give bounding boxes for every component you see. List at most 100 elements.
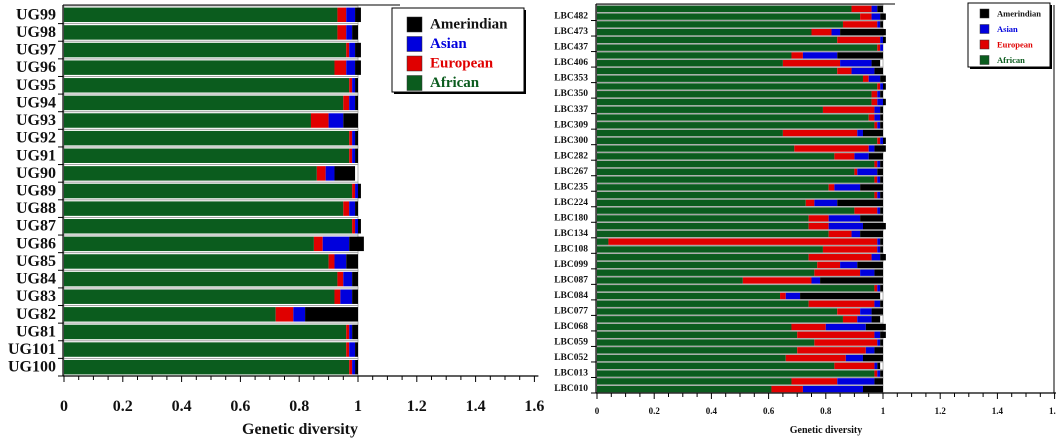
bar-segment-asian — [874, 331, 881, 338]
bar-segment-amerindian — [346, 254, 358, 269]
bar-segment-amerindian — [837, 52, 883, 59]
bar-segment-asian — [349, 342, 356, 357]
bar-segment-african — [597, 114, 869, 121]
bar-segment-european — [334, 289, 341, 304]
bar-segment-african — [64, 201, 344, 216]
bar-segment-amerindian — [877, 362, 881, 370]
bar-segment-asian — [802, 52, 838, 59]
bar-segment-european — [797, 347, 866, 354]
bar-segment-amerindian — [358, 219, 361, 234]
category-label: LBC350 — [554, 89, 588, 99]
bar-segment-african — [597, 261, 818, 269]
bar-segment-amerindian — [874, 67, 883, 75]
x-tick-label: 1 — [354, 398, 362, 415]
bar-segment-asian — [293, 307, 306, 322]
bar-segment-european — [343, 95, 350, 111]
legend-swatch-european — [979, 39, 990, 50]
legend-swatch-african — [979, 55, 990, 65]
bar-segment-european — [608, 238, 878, 245]
bar-segment-amerindian — [800, 292, 881, 300]
category-label: LBC108 — [554, 244, 588, 254]
bar-segment-african — [597, 153, 835, 160]
x-tick-label: 1.4 — [992, 406, 1004, 416]
bar-segment-asian — [831, 28, 841, 36]
bar-segment-european — [782, 60, 841, 67]
bar-segment-asian — [825, 323, 866, 331]
bar-segment-african — [64, 166, 317, 181]
bar-segment-african — [64, 42, 347, 58]
x-tick-label: 0.6 — [230, 398, 250, 415]
bar-segment-european — [877, 137, 881, 144]
category-label: LBC406 — [554, 58, 588, 68]
bar-segment-african — [597, 191, 875, 199]
bar-segment-asian — [868, 145, 875, 152]
bar-segment-african — [597, 67, 838, 75]
legend-label-amerindian: Amerindian — [997, 9, 1041, 19]
bar-segment-european — [877, 83, 881, 90]
bar-segment-european — [834, 153, 855, 160]
bar-segment-european — [837, 67, 852, 75]
bar-segment-african — [597, 385, 772, 393]
category-label: LBC235 — [554, 182, 588, 192]
bar-segment-european — [837, 308, 861, 315]
x-tick-label: 0.4 — [706, 406, 718, 416]
bar-segment-asian — [785, 292, 801, 300]
bar-segment-european — [828, 230, 852, 238]
bar-segment-asian — [874, 300, 881, 307]
bar-segment-african — [597, 129, 783, 137]
bar-segment-european — [854, 168, 858, 176]
bar-segment-european — [854, 207, 878, 214]
category-label: UG90 — [16, 165, 56, 182]
bar-segment-amerindian — [355, 78, 358, 93]
bar-segment-amerindian — [880, 21, 883, 28]
x-axis-title: Genetic diversity — [790, 425, 862, 436]
category-label: UG97 — [16, 42, 56, 59]
bar-segment-asian — [355, 183, 358, 199]
bar-segment-african — [597, 36, 838, 44]
bar-segment-asian — [328, 113, 344, 128]
legend-swatch-european — [406, 55, 423, 72]
bar-segment-amerindian — [355, 130, 358, 146]
bar-segment-amerindian — [880, 160, 883, 168]
bar-segment-european — [822, 106, 875, 113]
bar-segment-european — [860, 13, 872, 20]
bar-segment-european — [346, 342, 350, 357]
x-tick-label: 1.4 — [466, 398, 486, 415]
bar-segment-african — [597, 238, 609, 245]
bar-segment-amerindian — [862, 354, 883, 362]
x-tick-label: 1.6 — [1049, 406, 1061, 416]
bar-segment-european — [842, 21, 878, 28]
bar-segment-european — [874, 285, 878, 292]
bar-segment-asian — [865, 347, 875, 354]
bar-segment-european — [834, 362, 875, 370]
category-label: UG89 — [16, 183, 56, 200]
bar-segment-amerindian — [880, 300, 883, 307]
bar-segment-asian — [871, 5, 878, 13]
bar-segment-african — [597, 292, 781, 300]
bar-segment-amerindian — [880, 285, 883, 292]
bar-segment-amerindian — [355, 7, 361, 23]
bar-segment-european — [782, 129, 858, 137]
bar-segment-african — [64, 148, 350, 163]
x-axis: 0 0.2 0.4 0.6 0.8 1 1.2 1.4 1.6 — [60, 375, 544, 415]
bar-segment-asian — [857, 168, 878, 176]
bar-segment-african — [597, 285, 875, 292]
bar-segment-asian — [845, 354, 863, 362]
bar-segment-african — [64, 359, 350, 375]
bar-segment-european — [808, 215, 829, 222]
legend-label-asian: Asian — [430, 36, 467, 52]
x-tick-label: 0.4 — [172, 398, 192, 415]
bar-segment-asian — [880, 44, 883, 51]
bar-segment-african — [597, 145, 795, 152]
legend: Amerindian Asian European African — [391, 7, 526, 94]
bar-segment-amerindian — [880, 254, 886, 261]
bar-segment-african — [64, 307, 276, 322]
bar-segment-european — [874, 176, 878, 183]
bar-segment-asian — [880, 137, 883, 144]
category-label: LBC309 — [554, 120, 588, 130]
bar-segment-amerindian — [883, 36, 886, 44]
bar-segment-amerindian — [880, 114, 883, 121]
bar-segment-african — [597, 52, 792, 59]
legend: Amerindian Asian European African — [967, 2, 1052, 69]
x-tick-label: 1 — [881, 406, 886, 416]
